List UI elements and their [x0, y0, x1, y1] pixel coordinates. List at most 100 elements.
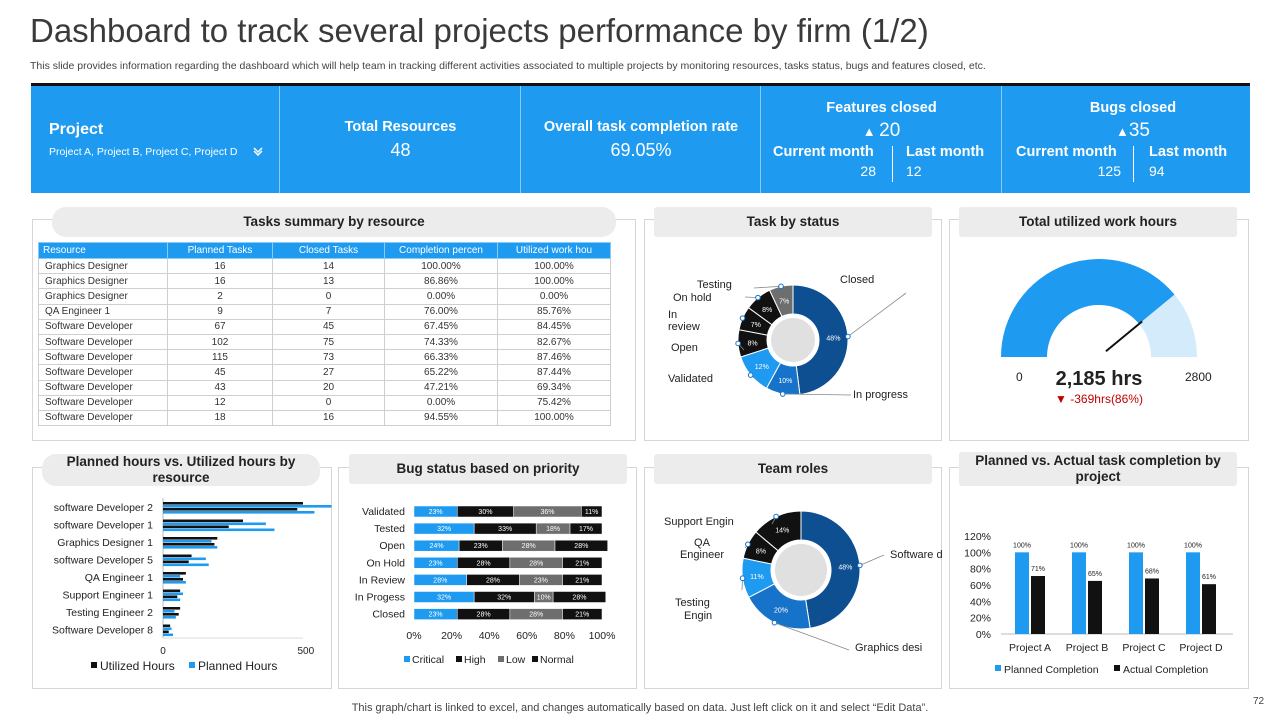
slice-value-label: 7%: [751, 322, 761, 329]
slice-value-label: 10%: [778, 378, 792, 385]
total-resources-label: Total Resources: [344, 119, 457, 135]
x-tick-label: 100%: [589, 630, 616, 642]
legend-swatch: [498, 656, 504, 662]
legend-label: High: [464, 654, 486, 666]
team-roles-chart: 48% Software deve 20% Graphics desi 11% Testi…: [664, 510, 942, 654]
segment-value-label: 28%: [477, 612, 491, 619]
bar-actual: [1202, 584, 1216, 634]
value-cell: 73: [272, 349, 385, 366]
value-cell: 75.42%: [497, 394, 611, 411]
value-cell: 75: [272, 333, 385, 351]
resource-cell: Software Developer: [38, 364, 168, 381]
gauge-value: 2,185 hrs: [1055, 368, 1143, 390]
bar-utilized: [163, 578, 183, 581]
slice-category-label: Testing: [675, 597, 710, 609]
tasks-summary-table-wrap: Resource Planned Tasks Closed Tasks Comp…: [38, 242, 611, 427]
slice-category-label: Graphics desi: [855, 642, 922, 654]
column-header: Planned Tasks: [167, 242, 273, 259]
segment-value-label: 17%: [579, 526, 593, 533]
bar-actual: [1145, 578, 1159, 634]
slice-value-label: 7%: [779, 298, 789, 305]
value-cell: 45: [167, 364, 273, 381]
legend-swatch-utilized: [91, 662, 97, 668]
total-resources-value: 48: [390, 140, 411, 160]
bar-utilized: [163, 607, 181, 610]
bar-utilized: [163, 595, 178, 599]
table-row: Graphics Designer 16 14 100.00% 100.00%: [38, 257, 611, 275]
bug-status-chart: Validated 23% 30% 36% 11% Tested 32% 33% 18% 17% O…: [355, 505, 616, 666]
table-row: Software Developer 43 20 47.21% 69.34%: [38, 379, 611, 396]
category-label: Validated: [362, 506, 405, 518]
bar-planned: [1015, 552, 1029, 634]
table-row: Graphics Designer 16 13 86.86% 100.00%: [38, 273, 611, 290]
slice-value-label: 8%: [748, 341, 758, 348]
value-cell: 69.34%: [497, 379, 611, 396]
slice-category-label: In progress: [853, 389, 909, 401]
slice-value-label: 14%: [775, 528, 789, 535]
task-status-title: Task by status: [654, 207, 932, 237]
slice-category-label: QA: [694, 537, 711, 549]
leader-dot: [778, 283, 784, 290]
tasks-summary-table: Resource Planned Tasks Closed Tasks Comp…: [38, 242, 611, 427]
column-header: Completion percen: [384, 242, 498, 259]
leader-line: [859, 554, 885, 566]
value-cell: 16: [167, 273, 273, 290]
total-resources-card: Total Resources 48: [280, 86, 521, 193]
gauge-delta: ▼ -369hrs(86%): [949, 392, 1249, 406]
bar-planned: [163, 528, 275, 532]
gauge-delta-text: -369hrs(86%): [1070, 392, 1143, 406]
work-hours-gauge: [1001, 259, 1197, 357]
slice-category-label-part: In: [668, 309, 677, 321]
segment-value-label: 33%: [498, 526, 512, 533]
chevron-down-icon[interactable]: [253, 146, 263, 156]
leader-dot: [739, 315, 746, 321]
features-closed-card: Features closed ▲ 20 Current month Last …: [761, 86, 1002, 193]
leader-dot: [773, 513, 779, 520]
segment-value-label: 11%: [585, 509, 599, 516]
segment-value-label: 28%: [572, 595, 586, 602]
category-label: software Developer 5: [54, 555, 153, 567]
bar-utilized: [163, 560, 189, 564]
value-cell: 0.00%: [497, 288, 611, 305]
legend-swatch-planned: [189, 662, 195, 668]
leader-dot: [735, 340, 741, 347]
legend-label: Planned Completion: [1004, 664, 1099, 676]
leader-dot: [747, 372, 754, 378]
segment-value-label: 21%: [575, 560, 589, 567]
resource-cell: Software Developer: [38, 318, 168, 335]
stacked-segment: [562, 608, 603, 620]
legend-label: Critical: [412, 654, 444, 666]
bar-planned: [163, 610, 175, 613]
slice-category-label: Engineer: [680, 549, 724, 561]
category-label: Open: [379, 540, 405, 552]
leader-dot: [771, 619, 778, 626]
category-label: Project B: [1066, 642, 1109, 654]
stacked-segment: [552, 591, 607, 603]
category-label: Testing Engineer 2: [66, 607, 153, 619]
task-status-chart: 48% Closed 10% In progress 12% Validated 8% Ope…: [668, 274, 909, 401]
project-label: Project: [49, 121, 104, 138]
bar-value-label: 100%: [1184, 542, 1202, 549]
work-hours-panel: [949, 219, 1249, 441]
category-label: software Developer 2: [54, 502, 153, 514]
value-cell: 20: [272, 379, 385, 396]
resource-cell: Graphics Designer: [38, 257, 168, 275]
segment-value-label: 36%: [540, 509, 554, 516]
x-tick-label: 20%: [441, 630, 462, 642]
completion-rate-value: 69.05%: [610, 140, 672, 160]
donut-center: [771, 318, 815, 362]
bar-value-label: 65%: [1088, 571, 1102, 578]
legend-swatch: [456, 656, 462, 662]
value-cell: 45: [272, 318, 385, 335]
bar-utilized: [163, 525, 229, 529]
value-cell: 86.86%: [384, 273, 498, 290]
value-cell: 7: [272, 303, 385, 320]
value-cell: 0.00%: [384, 394, 498, 411]
leader-dot: [755, 294, 761, 301]
planned-hours-chart: software Developer 2 software Developer 1…: [52, 498, 332, 673]
leader-line: [774, 622, 850, 651]
bar-planned: [163, 575, 181, 578]
resource-cell: QA Engineer 1: [38, 303, 168, 320]
segment-value-label: 28%: [529, 612, 543, 619]
project-filter[interactable]: Project Project A, Project B, Project C,…: [31, 86, 280, 193]
